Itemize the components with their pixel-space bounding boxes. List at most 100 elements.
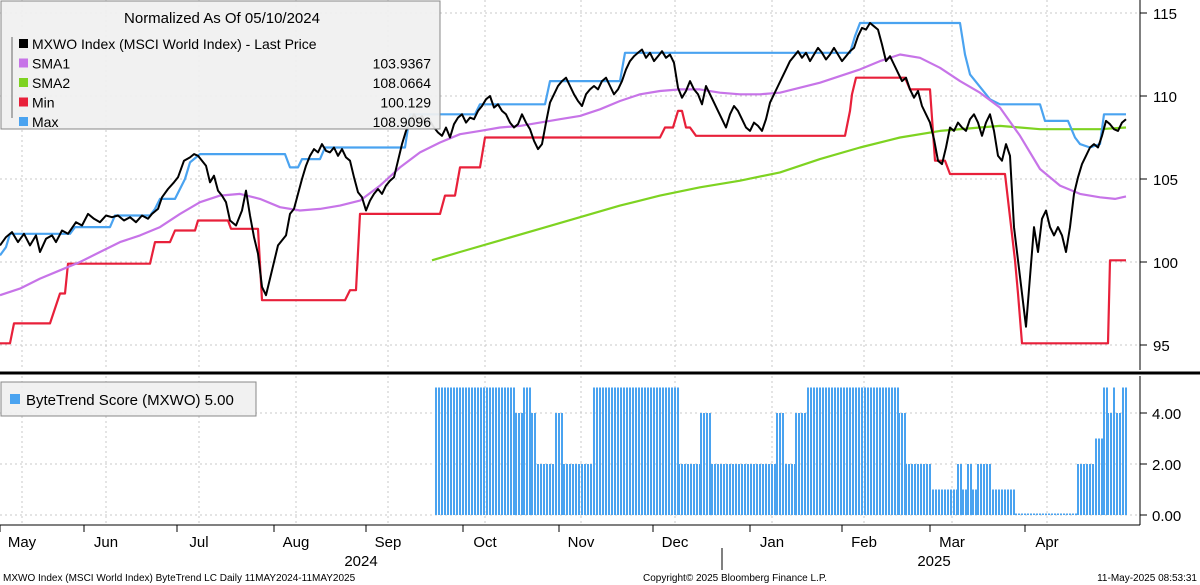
legend-title: Normalized As Of 05/10/2024 [124, 10, 320, 27]
score-bar [810, 387, 812, 515]
score-bar [1013, 489, 1015, 515]
score-bar [837, 387, 839, 515]
score-bar [703, 413, 705, 515]
legend-value-min: 100.129 [380, 95, 431, 111]
y-tick-label: 115 [1153, 6, 1177, 23]
score-bar [967, 464, 969, 515]
score-bar [914, 464, 916, 515]
score-bar [561, 413, 563, 515]
score-bar [834, 387, 836, 515]
score-bar [983, 464, 985, 515]
score-bar [762, 464, 764, 515]
legend-swatch-sma1 [19, 58, 28, 68]
x-tick-label: Jan [760, 534, 784, 551]
score-bar [779, 413, 781, 515]
score-bar [1098, 438, 1100, 515]
series-line-price [0, 22, 1127, 328]
footer-center: Copyright© 2025 Bloomberg Finance L.P. [643, 573, 827, 584]
score-bar [972, 489, 974, 515]
score-bar [590, 464, 592, 515]
score-bar [537, 464, 539, 515]
score-bar [662, 387, 664, 515]
score-bar [471, 387, 473, 515]
score-bar [756, 464, 758, 515]
score-bars [435, 387, 1127, 515]
score-bar [513, 387, 515, 515]
score-bar [992, 489, 994, 515]
score-bar [546, 464, 548, 515]
x-tick-label: Jun [94, 534, 118, 551]
score-bar [765, 464, 767, 515]
series-line-sma2 [431, 124, 1127, 262]
score-bar [495, 387, 497, 515]
score-bar [822, 387, 824, 515]
score-bar [674, 387, 676, 515]
score-bar [1086, 464, 1088, 515]
footer-right: 11-May-2025 08:53:31 [1097, 573, 1197, 584]
score-bar [1119, 413, 1121, 515]
score-bar [465, 387, 467, 515]
score-bar [771, 464, 773, 515]
score-bar [720, 464, 722, 515]
score-bar [898, 413, 900, 515]
legend-swatch-min [19, 97, 28, 107]
score-bar [690, 464, 692, 515]
score-bar [1107, 413, 1109, 515]
score-bar [1027, 513, 1029, 515]
score-bar [693, 464, 695, 515]
score-bar [1042, 513, 1044, 515]
score-bar [795, 413, 797, 515]
score-bar [926, 464, 928, 515]
score-bar [1030, 513, 1032, 515]
legend-swatch-sma2 [19, 78, 28, 87]
score-bar [1021, 513, 1023, 515]
x-tick-label: Apr [1035, 534, 1058, 551]
score-bar [626, 387, 628, 515]
score-bar [801, 413, 803, 515]
score-bar [852, 387, 854, 515]
score-bar [696, 464, 698, 515]
score-bar [816, 387, 818, 515]
score-bar [944, 489, 946, 515]
score-bar [681, 464, 683, 515]
score-legend-label: ByteTrend Score (MXWO) 5.00 [26, 392, 234, 409]
score-bar [873, 387, 875, 515]
score-bar [744, 464, 746, 515]
score-bar [671, 387, 673, 515]
score-bar [858, 387, 860, 515]
score-bar [831, 387, 833, 515]
score-bar [608, 387, 610, 515]
score-bar [531, 413, 533, 515]
score-bar [1018, 513, 1020, 515]
x-tick-label: May [8, 534, 37, 551]
score-bar [885, 387, 887, 515]
score-bar [1077, 464, 1079, 515]
score-bar [572, 464, 574, 515]
score-bar [750, 464, 752, 515]
score-bar [723, 464, 725, 515]
score-bar [438, 387, 440, 515]
score-bar [774, 464, 776, 515]
score-bar [882, 387, 884, 515]
score-bar [678, 464, 680, 515]
score-bar [1110, 413, 1112, 515]
main-legend: Normalized As Of 05/10/2024 MXWO Index (… [0, 0, 441, 130]
score-bar [977, 464, 979, 515]
score-bar [894, 387, 896, 515]
score-bar [729, 464, 731, 515]
score-bar [980, 464, 982, 515]
score-bar [989, 464, 991, 515]
score-bar [515, 413, 517, 515]
score-bar [1007, 489, 1009, 515]
x-tick-label: Dec [662, 534, 689, 551]
legend-label-sma2: SMA2 [32, 75, 70, 91]
score-bar [566, 464, 568, 515]
score-bar [953, 489, 955, 515]
y-tick-label: 105 [1153, 172, 1178, 189]
score-tick-label: 0.00 [1152, 508, 1181, 525]
score-bar [864, 387, 866, 515]
score-bar [732, 464, 734, 515]
score-bar [638, 387, 640, 515]
score-bar [521, 413, 523, 515]
score-bar [453, 387, 455, 515]
